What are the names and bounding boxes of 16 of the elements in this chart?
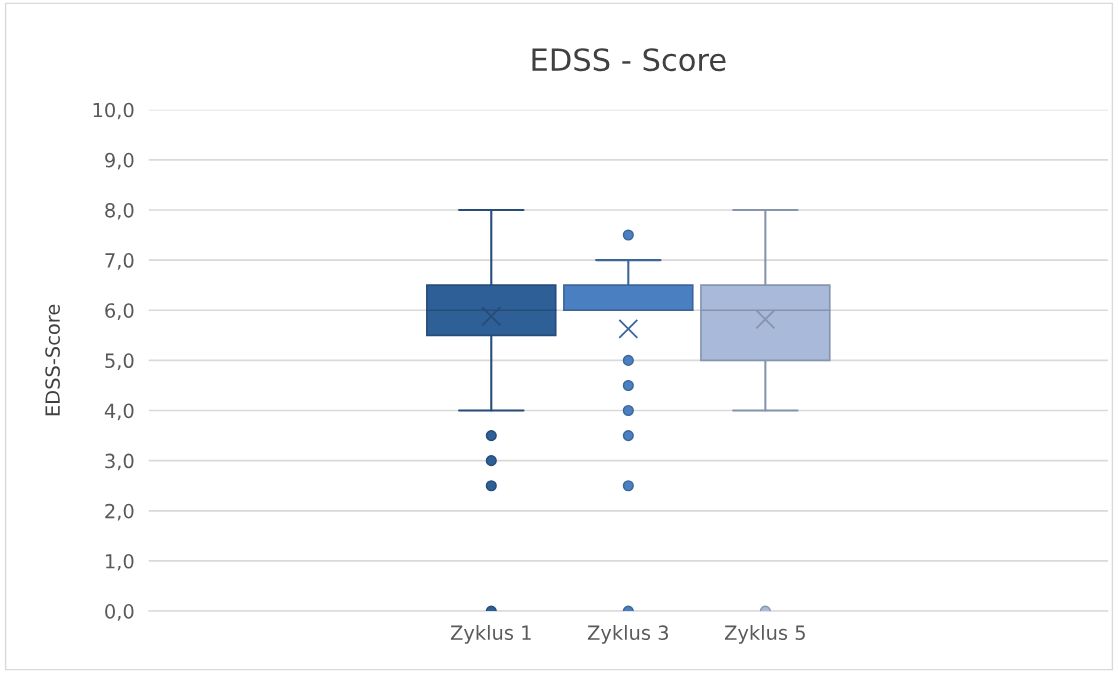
- y-tick-label: 6,0: [105, 303, 134, 320]
- chart-title: EDSS - Score: [532, 48, 726, 72]
- x-tick-label: Zyklus 1: [450, 624, 531, 644]
- y-tick-label: 5,0: [105, 353, 134, 371]
- y-tick-label: 2,0: [105, 503, 134, 521]
- y-axis-title: EDSS-Score: [45, 304, 60, 416]
- y-tick-label: 4,0: [104, 403, 134, 421]
- x-tick-label: Zyklus 3: [587, 624, 669, 644]
- y-tick-label: 10,0: [93, 102, 134, 120]
- x-tick-label: Zyklus 5: [724, 624, 805, 644]
- y-tick-label: 0,0: [105, 604, 134, 621]
- y-tick-label: 9,0: [105, 152, 134, 170]
- y-tick-label: 7,0: [105, 253, 134, 270]
- y-tick-label: 8,0: [105, 202, 134, 220]
- y-tick-label: 1,0: [106, 553, 134, 571]
- y-tick-label: 3,0: [105, 453, 134, 471]
